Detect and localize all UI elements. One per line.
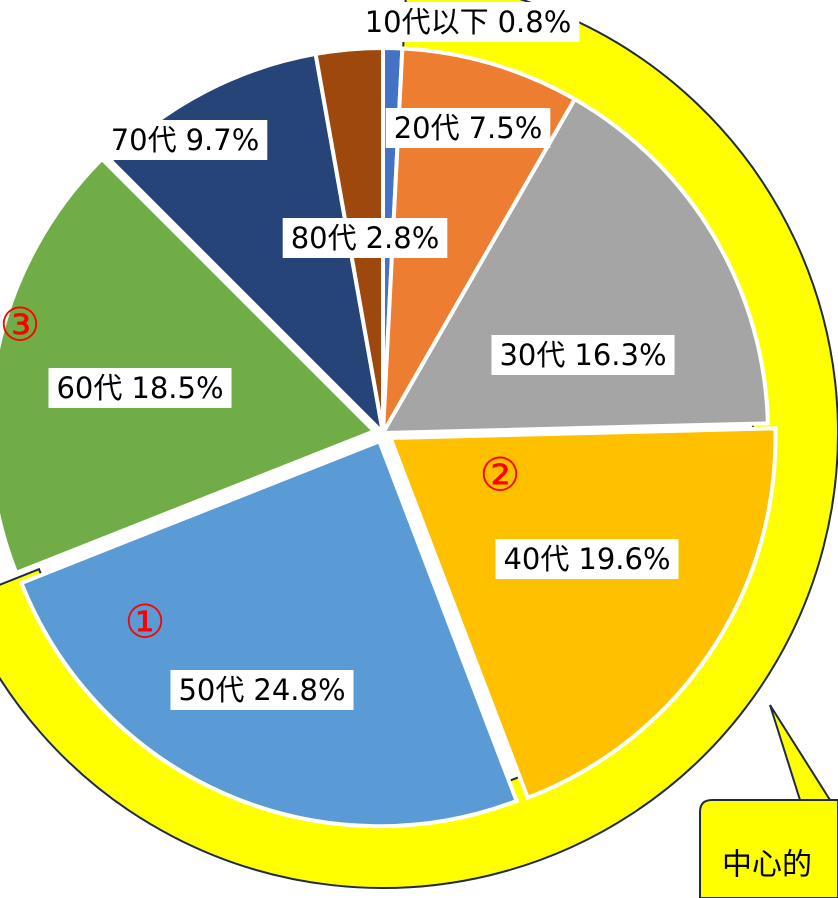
category-label: 50代 — [178, 673, 244, 707]
label-box — [48, 368, 232, 408]
data-label: 30代 16.3% — [499, 338, 666, 372]
label-box — [170, 670, 354, 710]
value-label: 7.5% — [469, 111, 543, 145]
data-label: 70代 9.7% — [111, 123, 260, 157]
data-label: 60代 18.5% — [56, 371, 223, 405]
value-label: 0.8% — [498, 5, 572, 39]
rank-annotation: ③ — [0, 298, 41, 352]
label-box — [282, 218, 448, 258]
label-box — [495, 539, 679, 579]
data-label: 20代 7.5% — [394, 111, 543, 145]
pie-slice — [18, 438, 520, 829]
value-label: 9.7% — [186, 123, 260, 157]
label-box — [356, 2, 580, 42]
value-label: 2.8% — [366, 221, 440, 255]
value-label: 18.5% — [131, 371, 223, 405]
pie-slice — [0, 156, 378, 576]
data-label: 10代以下 0.8% — [365, 5, 572, 39]
category-label: 70代 — [111, 123, 177, 157]
category-label: 40代 — [503, 542, 569, 576]
category-label: 20代 — [394, 111, 460, 145]
category-label: 10代以下 — [365, 5, 489, 39]
value-label: 16.3% — [574, 338, 666, 372]
pie-slice — [387, 426, 778, 801]
rank-annotation: ② — [479, 448, 520, 502]
callout-bubble — [699, 704, 838, 898]
category-label: 80代 — [291, 221, 357, 255]
category-label: 30代 — [499, 338, 565, 372]
label-box — [491, 335, 675, 375]
data-label: 40代 19.6% — [503, 542, 670, 576]
label-box — [102, 120, 268, 160]
data-label: 50代 24.8% — [178, 673, 345, 707]
category-label: 60代 — [56, 371, 122, 405]
rank-annotation: ① — [124, 595, 165, 649]
callout-text: 中心的 — [722, 848, 812, 883]
value-label: 24.8% — [253, 673, 345, 707]
label-box — [385, 108, 551, 148]
data-label: 80代 2.8% — [291, 221, 440, 255]
value-label: 19.6% — [578, 542, 670, 576]
